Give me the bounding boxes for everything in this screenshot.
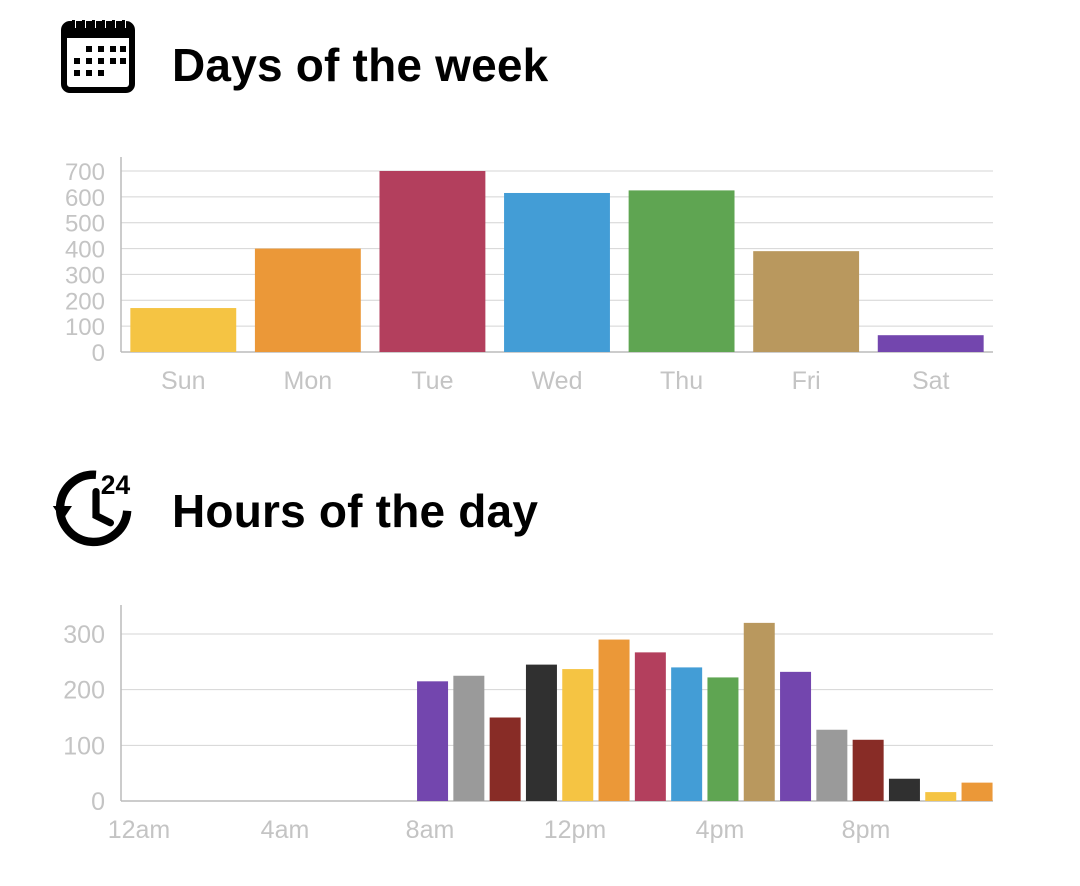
bar-tue	[379, 171, 486, 352]
calendar-icon	[61, 18, 135, 93]
bar-10pm	[925, 792, 957, 801]
bar-3pm	[671, 667, 703, 801]
y-tick-label: 100	[65, 314, 105, 341]
bar-12pm	[562, 669, 594, 801]
y-tick-label: 700	[65, 159, 105, 186]
y-tick-label: 600	[65, 185, 105, 212]
days-heading: Days of the week	[0, 14, 1080, 104]
bar-thu	[628, 190, 735, 352]
x-tick-label: 8am	[406, 816, 455, 844]
bar-9pm	[888, 778, 920, 801]
hours-heading: 24 Hours of the day	[0, 460, 1080, 550]
bar-11am	[525, 664, 557, 801]
bar-9am	[453, 675, 485, 801]
bar-sat	[877, 335, 984, 352]
hours-title: Hours of the day	[172, 485, 539, 537]
bar-5pm	[743, 622, 775, 801]
x-tick-label: Sat	[912, 367, 950, 395]
bar-wed	[504, 192, 610, 352]
y-tick-label: 300	[65, 262, 105, 289]
bar-7am	[380, 800, 412, 801]
x-tick-label: Thu	[660, 367, 703, 395]
x-tick-label: 4pm	[696, 816, 745, 844]
bar-7pm	[816, 729, 848, 801]
bar-4pm	[707, 677, 739, 801]
bar-6pm	[780, 671, 812, 801]
bar-sun	[130, 308, 237, 352]
days-title: Days of the week	[172, 39, 549, 91]
y-tick-label: 0	[92, 340, 105, 367]
x-tick-label: 8pm	[842, 816, 891, 844]
bar-10am	[489, 717, 521, 801]
x-tick-label: 12pm	[544, 816, 607, 844]
bar-8am	[417, 681, 449, 801]
y-tick-label: 500	[65, 211, 105, 238]
x-tick-label: Fri	[792, 367, 821, 395]
y-tick-label: 200	[63, 677, 105, 705]
bar-mon	[254, 248, 361, 352]
x-tick-label: Sun	[161, 367, 205, 395]
bar-2pm	[634, 652, 666, 801]
y-tick-label: 200	[65, 288, 105, 315]
clock-24-icon: 24	[52, 470, 132, 547]
x-tick-label: Tue	[411, 367, 453, 395]
bar-1pm	[598, 639, 630, 801]
x-tick-label: Mon	[284, 367, 333, 395]
bar-fri	[753, 251, 860, 352]
bar-8pm	[852, 739, 884, 801]
y-tick-label: 0	[91, 788, 105, 816]
x-tick-label: 4am	[261, 816, 310, 844]
bar-11pm	[961, 782, 993, 801]
hours-bar-chart: 0 100 200 300 12am 4am 8am 12pm 4pm 8pm	[63, 605, 993, 844]
x-tick-label: Wed	[532, 367, 583, 395]
x-tick-label: 12am	[108, 816, 171, 844]
svg-text:24: 24	[101, 470, 131, 500]
y-tick-label: 100	[63, 732, 105, 760]
y-tick-label: 300	[63, 621, 105, 649]
y-tick-label: 400	[65, 237, 105, 264]
